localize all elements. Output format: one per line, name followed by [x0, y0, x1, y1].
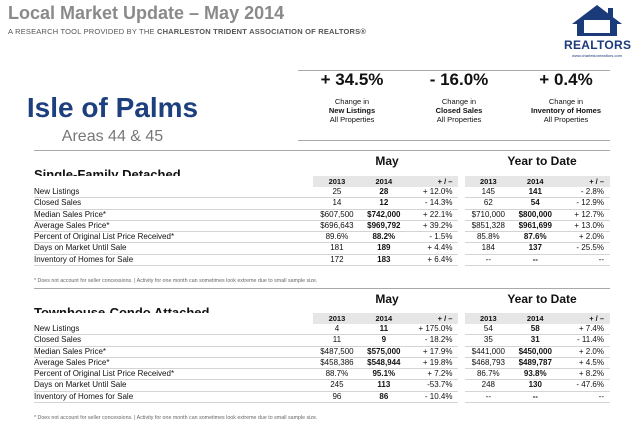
section1-top-rule [34, 150, 610, 151]
table-row: Days on Market Until Sale 181 189 + 4.4% 184… [34, 242, 610, 255]
kpi-bottom-rule [298, 140, 610, 141]
col-header: + / – [558, 313, 610, 324]
kpi-top-rule [298, 70, 610, 71]
section1-may-label: May [375, 154, 399, 168]
table-row: Percent of Original List Price Received*… [34, 368, 610, 381]
table-row: Median Sales Price* $487,500 $575,000 + 17.… [34, 346, 610, 358]
table-row: Median Sales Price* $607,500 $742,000 + 22.… [34, 209, 610, 221]
col-header: + / – [407, 176, 459, 187]
col-header: 2014 [360, 313, 408, 324]
table-header-row: 2013 2014 + / – 2013 2014 + / – [34, 176, 610, 187]
single-family-table: 2013 2014 + / – 2013 2014 + / – New List… [34, 176, 610, 267]
kpi-inventory: + 0.4% Change in Inventory of Homes All … [516, 70, 616, 124]
kpi-line2: New Listings [328, 106, 376, 115]
report-subtitle: A RESEARCH TOOL PROVIDED BY THE CHARLEST… [8, 27, 366, 36]
kpi-line3: All Properties [329, 115, 375, 124]
subtitle-org: CHARLESTON TRIDENT ASSOCIATION OF REALTO… [156, 27, 367, 36]
table-row: Percent of Original List Price Received*… [34, 231, 610, 244]
table-row: New Listings 25 28 + 12.0% 145 141- 2.8% [34, 187, 610, 199]
col-header: + / – [407, 313, 459, 324]
col-header: 2014 [511, 313, 559, 324]
logo-wordmark: REALTORS [564, 38, 632, 52]
house-icon [572, 5, 622, 36]
kpi-line2: Closed Sales [435, 106, 483, 115]
section2-top-rule [34, 288, 610, 289]
kpi-new-listings: + 34.5% Change in New Listings All Prope… [302, 70, 402, 124]
table-row: Average Sales Price* $696,643 $969,792 + 39… [34, 220, 610, 233]
realtors-logo: REALTORS www.charlestonrealtors.com [560, 2, 634, 62]
area-name: Isle of Palms [26, 92, 199, 123]
kpi-value: + 0.4% [539, 70, 593, 89]
col-header: 2014 [511, 176, 559, 187]
kpi-line1: Change in [441, 97, 477, 106]
col-header: 2014 [360, 176, 408, 187]
table-row: Closed Sales 11 9- 18.2% 35 31- 11.4% [34, 334, 610, 347]
report-title: Local Market Update – May 2014 [8, 3, 285, 23]
table-row: Closed Sales 14 12- 14.3% 62 54- 12.9% [34, 197, 610, 210]
col-header: 2013 [313, 176, 361, 187]
col-header: 2013 [313, 313, 361, 324]
kpi-line3: All Properties [543, 115, 589, 124]
section2-ytd-label: Year to Date [507, 292, 577, 306]
section2-may-label: May [375, 292, 399, 306]
area-codes: Areas 44 & 45 [61, 128, 164, 145]
col-header: + / – [558, 176, 610, 187]
kpi-closed-sales: - 16.0% Change in Closed Sales All Prope… [409, 70, 509, 124]
kpi-line2: Inventory of Homes [530, 106, 601, 115]
kpi-line3: All Properties [436, 115, 482, 124]
table-header-row: 2013 2014 + / – 2013 2014 + / – [34, 313, 610, 324]
section1-footnote: * Does not account for seller concession… [34, 278, 318, 284]
townhouse-condo-table: 2013 2014 + / – 2013 2014 + / – New List… [34, 313, 610, 404]
kpi-line1: Change in [334, 97, 370, 106]
subtitle-prefix: A RESEARCH TOOL PROVIDED BY THE [8, 27, 157, 36]
section1-ytd-label: Year to Date [507, 154, 577, 168]
col-header: 2013 [464, 313, 512, 324]
section2-footnote: * Does not account for seller concession… [34, 415, 318, 421]
table-row: Inventory of Homes for Sale 96 86- 10.4% --… [34, 391, 610, 404]
logo-url: www.charlestonrealtors.com [571, 53, 623, 58]
col-header: 2013 [464, 176, 512, 187]
kpi-value: - 16.0% [429, 70, 489, 89]
table-row: Days on Market Until Sale 245 113 -53.7% 248… [34, 379, 610, 392]
table-row: Average Sales Price* $458,386 $548,944 + 19… [34, 357, 610, 370]
kpi-value: + 34.5% [320, 70, 384, 89]
table-row: Inventory of Homes for Sale 172 183 + 6.4% -… [34, 254, 610, 267]
kpi-line1: Change in [548, 97, 584, 106]
table-row: New Listings 4 11 + 175.0% 54 58 + 7.4% [34, 324, 610, 336]
